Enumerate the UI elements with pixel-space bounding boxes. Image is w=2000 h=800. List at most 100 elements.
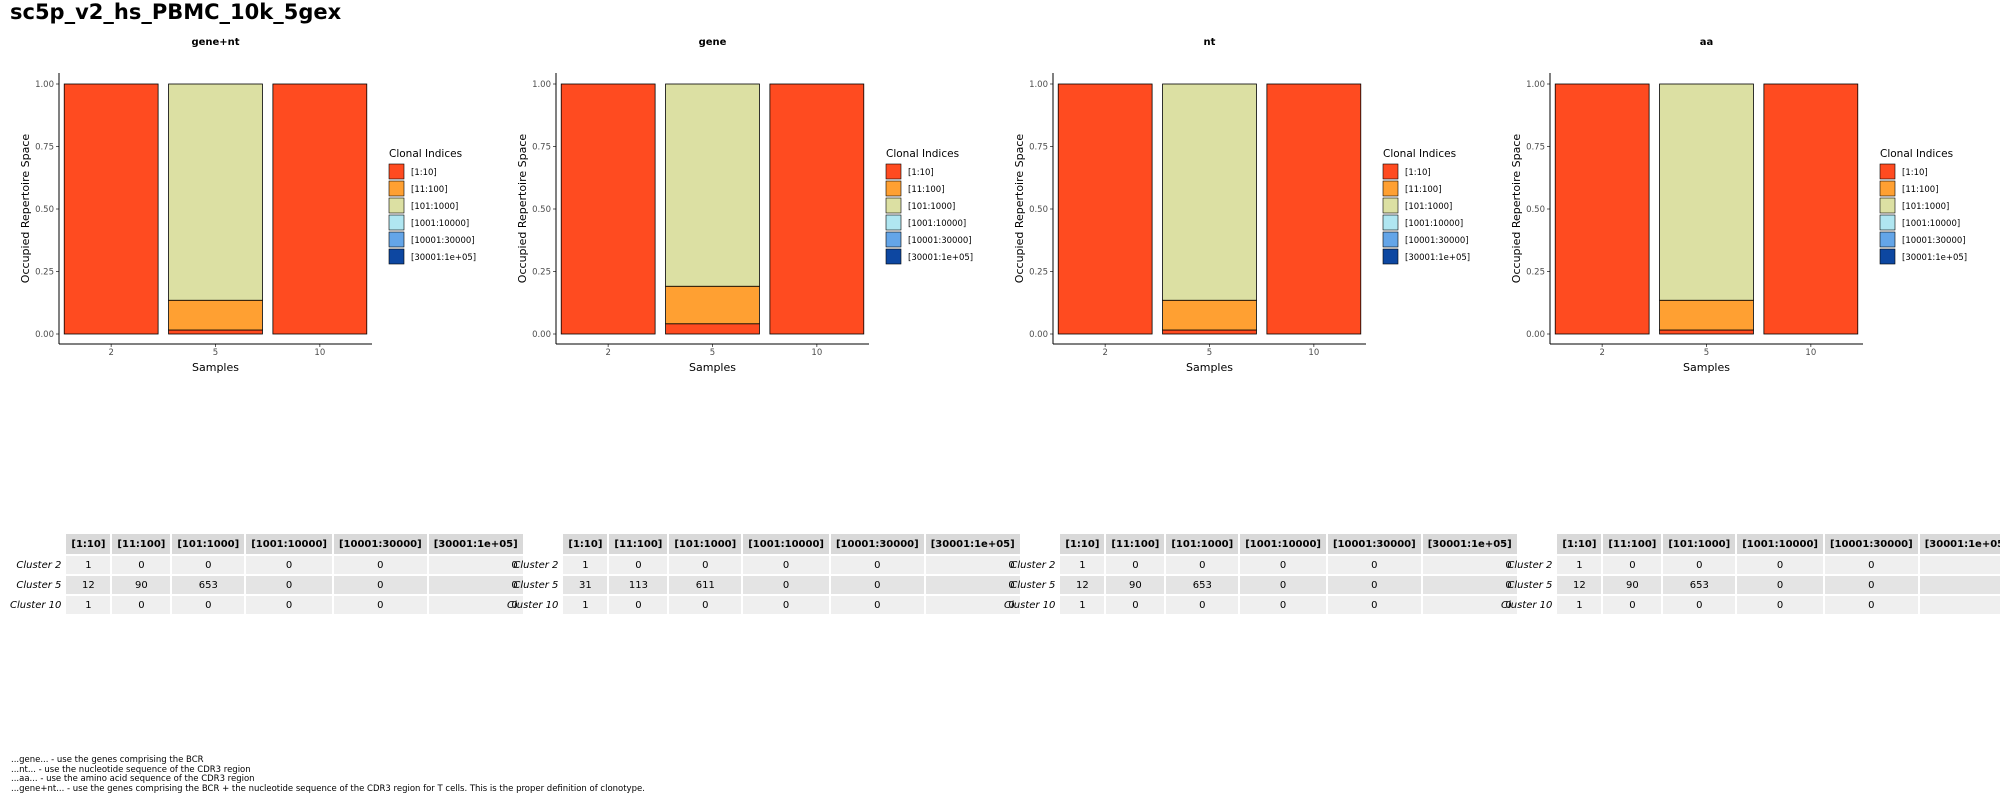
footnote-nt: ...nt... - use the nucleotide sequence o… bbox=[11, 764, 251, 775]
table-row-label: Cluster 5 bbox=[1507, 579, 1553, 591]
table-cell: 1 bbox=[1060, 556, 1105, 574]
y-tick-label: 0.75 bbox=[532, 143, 551, 153]
chart-title: nt bbox=[1204, 37, 1216, 48]
y-tick-label: 0.00 bbox=[1526, 330, 1545, 340]
x-axis-label: Samples bbox=[1683, 361, 1730, 374]
table-cell: 0 bbox=[1919, 576, 2000, 594]
table-cell: 0 bbox=[1919, 556, 2000, 574]
table-cell: 0 bbox=[1422, 576, 1517, 594]
table-cell: 0 bbox=[1422, 556, 1517, 574]
legend-swatch-30001-1e-05 bbox=[1382, 248, 1399, 265]
legend-label-101-1000: [101:1000] bbox=[1405, 202, 1452, 212]
counts-table-gene-nt: [1:10] [11:100] [101:1000] [1001:10000] [100… bbox=[3, 532, 525, 616]
table-column-header: [30001:1e+05] bbox=[1919, 534, 2000, 554]
legend-swatch-11-100 bbox=[1382, 180, 1399, 197]
y-tick-label: 0.25 bbox=[1029, 268, 1048, 278]
legend-swatch-30001-1e-05 bbox=[885, 248, 902, 265]
table-cell: 90 bbox=[1106, 576, 1165, 594]
bar-segment-101-1000-sample-5 bbox=[1162, 83, 1257, 301]
x-tick-label: 5 bbox=[213, 348, 218, 358]
table-column-header: [11:100] bbox=[1603, 534, 1662, 554]
legend-title: Clonal Indices bbox=[886, 148, 959, 160]
legend-label-11-100: [11:100] bbox=[908, 185, 945, 195]
legend-swatch-1001-10000 bbox=[388, 214, 405, 231]
legend-label-101-1000: [101:1000] bbox=[908, 202, 955, 212]
legend-swatch-1-10 bbox=[885, 163, 902, 180]
bar-segment-101-1000-sample-5 bbox=[168, 83, 263, 301]
bar-segment-1-10-sample-2 bbox=[1057, 83, 1153, 335]
legend-label-1001-10000: [1001:10000] bbox=[411, 219, 469, 229]
table-corner bbox=[502, 534, 561, 554]
legend-label-1-10: [1:10] bbox=[1405, 168, 1431, 178]
table-cell: 653 bbox=[1663, 576, 1736, 594]
legend-label-11-100: [11:100] bbox=[411, 185, 448, 195]
table-cell: 0 bbox=[1824, 576, 1918, 594]
x-tick-label: 2 bbox=[1599, 348, 1604, 358]
table-column-header: [101:1000] bbox=[1166, 534, 1239, 554]
legend-label-1001-10000: [1001:10000] bbox=[1902, 219, 1960, 229]
y-tick-label: 0.50 bbox=[1526, 205, 1545, 215]
table-cell: 90 bbox=[1603, 576, 1662, 594]
table-cell: 0 bbox=[925, 556, 1020, 574]
y-tick-label: 1.00 bbox=[35, 80, 54, 90]
table-cell: 611 bbox=[669, 576, 742, 594]
y-tick-label: 0.50 bbox=[1029, 205, 1048, 215]
table-cell: 0 bbox=[1240, 556, 1326, 574]
bar-segment-1-10-sample-2 bbox=[1554, 83, 1650, 335]
table-cell: 0 bbox=[743, 596, 829, 614]
legend-label-30001-1e-05: [30001:1e+05] bbox=[411, 253, 476, 263]
legend-label-10001-30000: [10001:30000] bbox=[1405, 236, 1469, 246]
legend-swatch-11-100 bbox=[885, 180, 902, 197]
legend-label-11-100: [11:100] bbox=[1902, 185, 1939, 195]
table-cell: 0 bbox=[1327, 576, 1421, 594]
counts-table-nt: [1:10] [11:100] [101:1000] [1001:10000] [100… bbox=[997, 532, 1519, 616]
table-column-header: [30001:1e+05] bbox=[1422, 534, 1517, 554]
chart-panel-gene-nt: gene+nt 0.00 0.25 0.50 0.75 1.00 2 5 10 Samples Oc… bbox=[0, 30, 500, 380]
y-tick-label: 0.75 bbox=[1526, 143, 1545, 153]
table-column-header: [1001:10000] bbox=[1737, 534, 1823, 554]
footnote-aa: ...aa... - use the amino acid sequence o… bbox=[11, 774, 255, 785]
table-cell: 0 bbox=[1663, 596, 1736, 614]
legend-label-30001-1e-05: [30001:1e+05] bbox=[908, 253, 973, 263]
x-tick-label: 10 bbox=[1805, 348, 1816, 358]
bar-segment-1-10-sample-5 bbox=[168, 329, 263, 335]
table-cell: 0 bbox=[830, 576, 924, 594]
table-cell: 0 bbox=[428, 596, 523, 614]
table-cell: 1 bbox=[66, 556, 111, 574]
legend-label-1001-10000: [1001:10000] bbox=[908, 219, 966, 229]
table-cell: 0 bbox=[925, 596, 1020, 614]
table-cell: 1 bbox=[563, 556, 608, 574]
y-tick-label: 0.00 bbox=[1029, 330, 1048, 340]
table-cell: 0 bbox=[172, 596, 245, 614]
chart-gene: gene 0.00 0.25 0.50 0.75 1.00 2 5 10 Samples Occup… bbox=[516, 37, 973, 374]
table-column-header: [1:10] bbox=[563, 534, 608, 554]
table-cell: 90 bbox=[112, 576, 171, 594]
table-row-label: Cluster 5 bbox=[513, 579, 559, 591]
table-row-label: Cluster 5 bbox=[16, 579, 62, 591]
table-cell: 0 bbox=[1919, 596, 2000, 614]
y-tick-label: 0.75 bbox=[1029, 143, 1048, 153]
bar-segment-1-10-sample-10 bbox=[1763, 83, 1859, 335]
legend-swatch-10001-30000 bbox=[388, 231, 405, 248]
legend-swatch-1001-10000 bbox=[1879, 214, 1896, 231]
y-axis-label: Occupied Repertoire Space bbox=[1013, 134, 1026, 284]
legend-swatch-1-10 bbox=[388, 163, 405, 180]
legend-title: Clonal Indices bbox=[1383, 148, 1456, 160]
table-cell: 653 bbox=[1166, 576, 1239, 594]
table-cell: 0 bbox=[1166, 556, 1239, 574]
table-cell: 0 bbox=[830, 596, 924, 614]
table-cell: 12 bbox=[66, 576, 111, 594]
table-cell: 1 bbox=[1557, 556, 1602, 574]
table-cell: 0 bbox=[1240, 576, 1326, 594]
table-row-label: Cluster 5 bbox=[1010, 579, 1056, 591]
table-cell: 0 bbox=[1737, 576, 1823, 594]
table-column-header: [10001:30000] bbox=[1824, 534, 1918, 554]
bar-segment-1-10-sample-2 bbox=[63, 83, 159, 335]
table-cell: 1 bbox=[563, 596, 608, 614]
table-cell: 0 bbox=[1737, 596, 1823, 614]
legend-swatch-101-1000 bbox=[885, 197, 902, 214]
